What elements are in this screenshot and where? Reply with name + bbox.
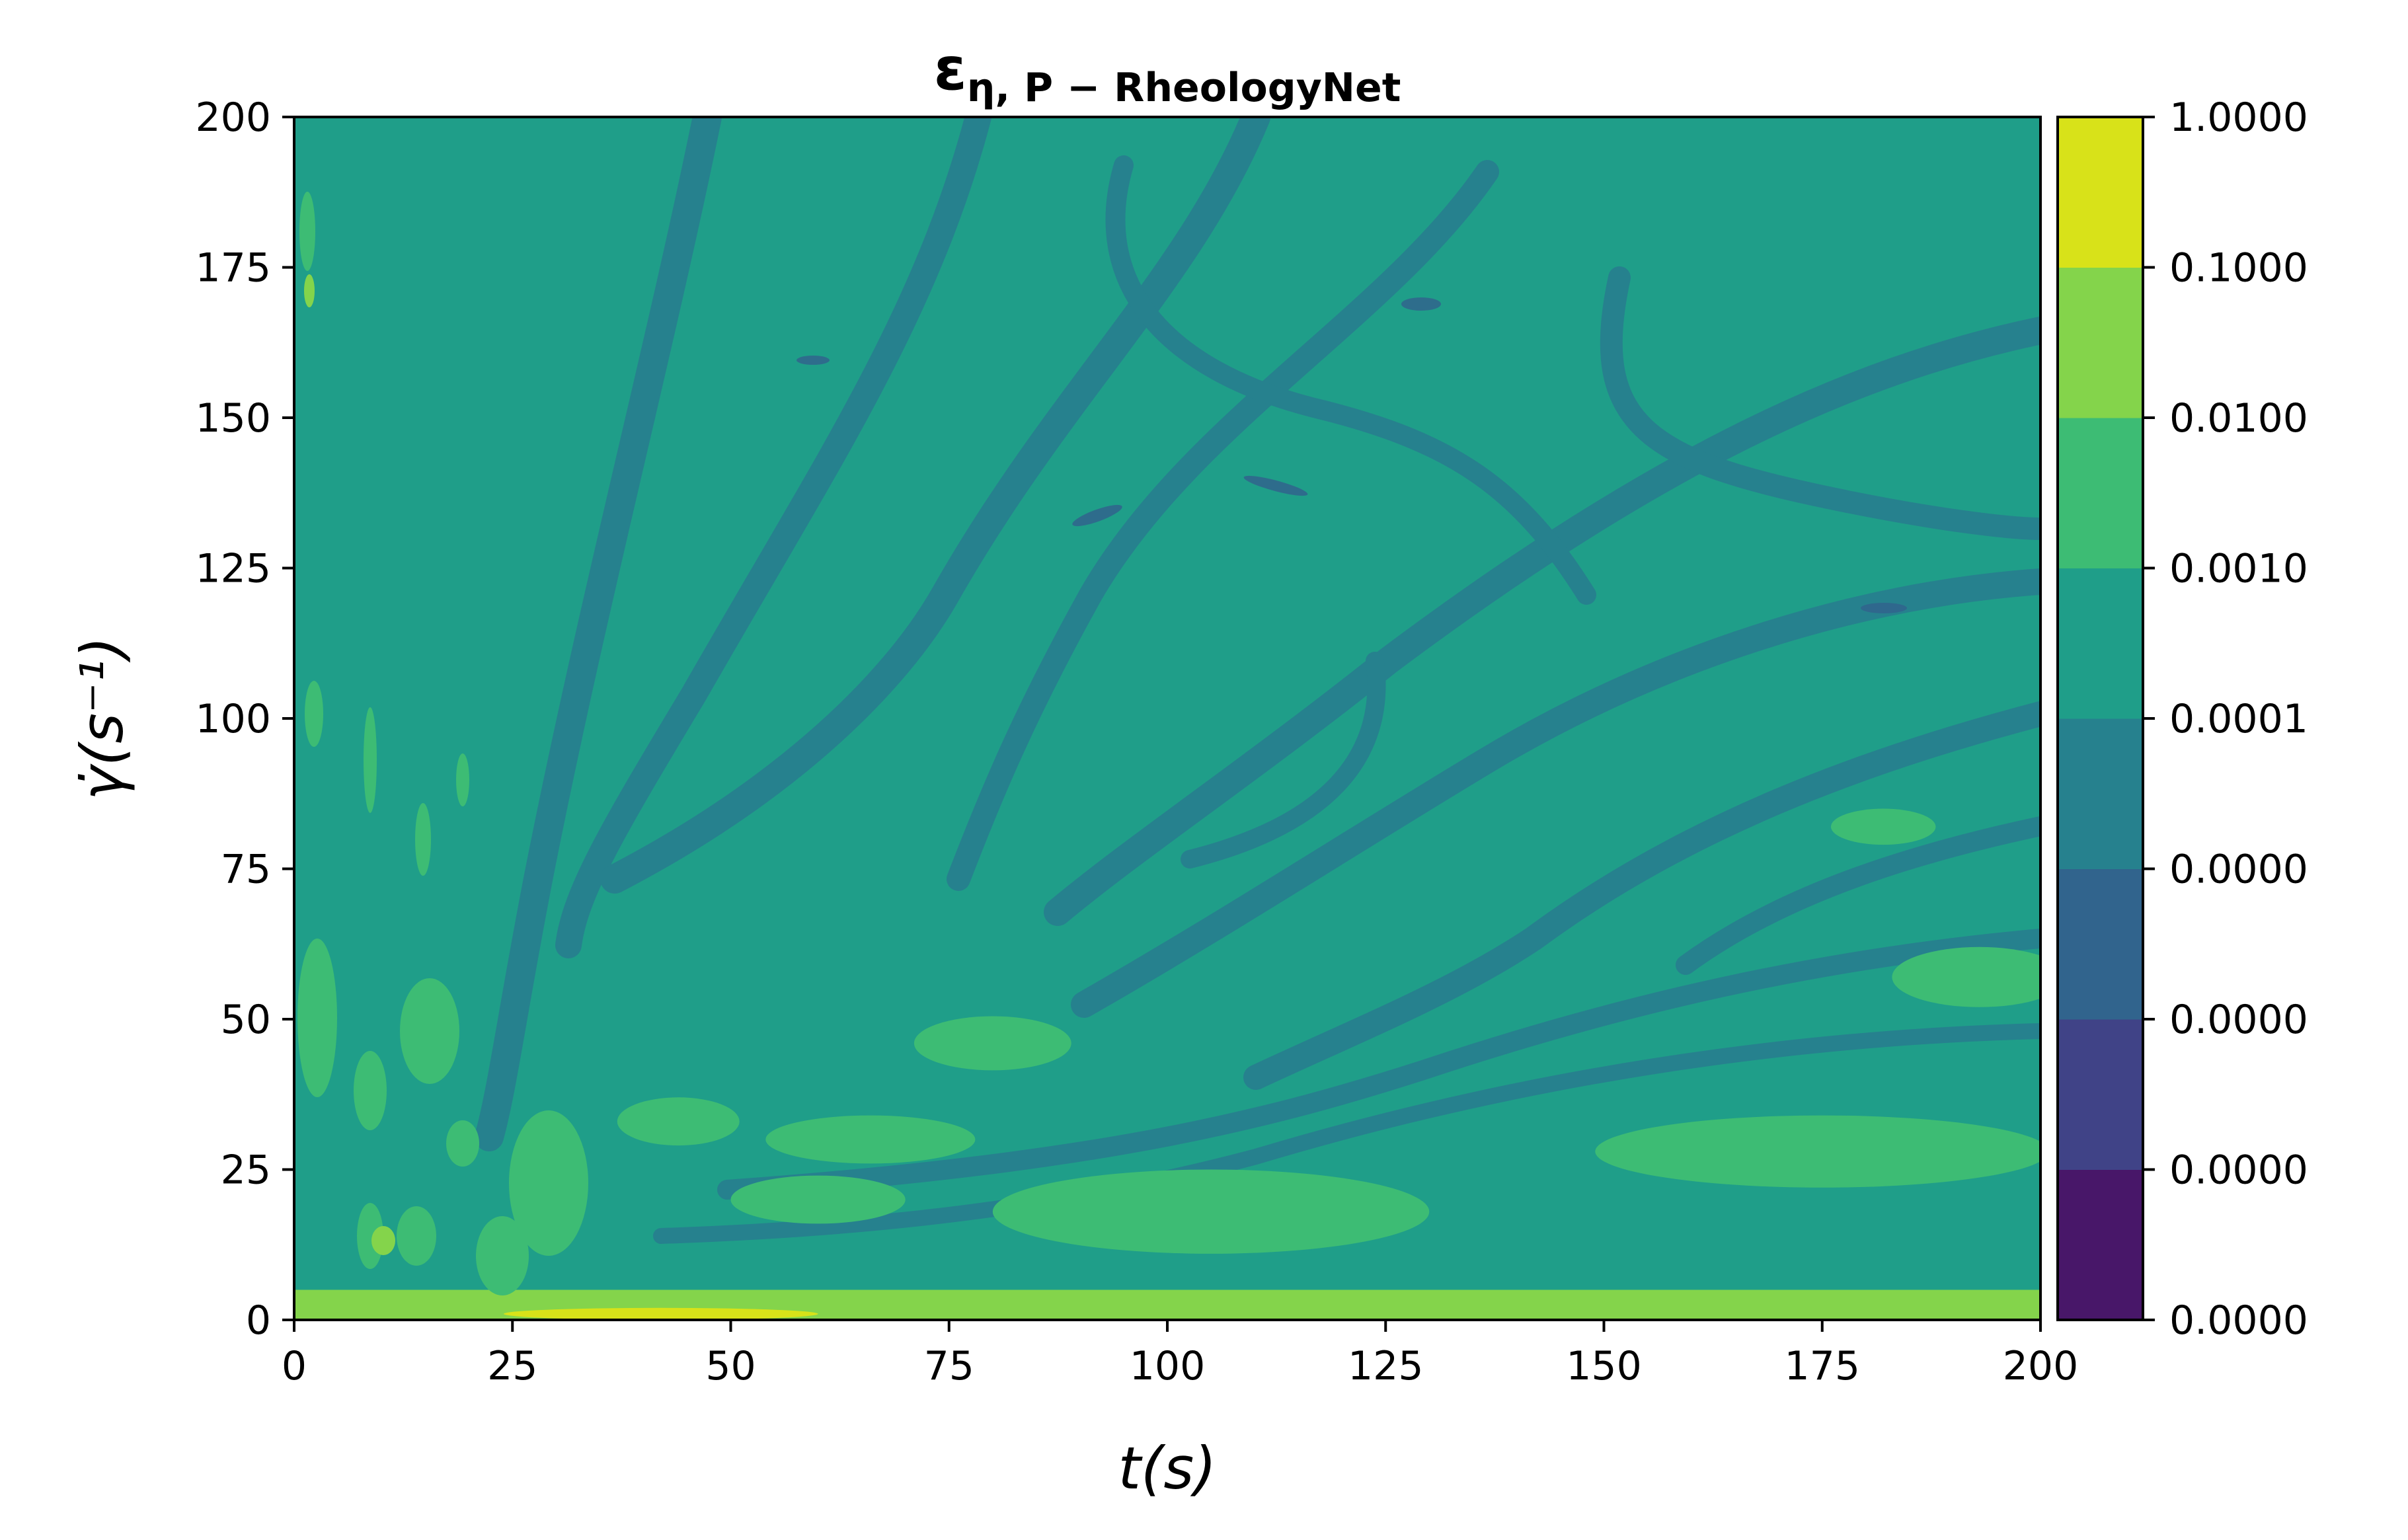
contour-ridge <box>947 160 1499 891</box>
x-axis: 0 25 50 75 100 125 150 175 200 <box>282 1320 2078 1389</box>
contour-ridge <box>1243 701 2040 1090</box>
y-axis-label: γ̇(s⁻¹) <box>68 636 136 800</box>
colorbar-segment <box>2058 718 2143 869</box>
y-tick-label: 75 <box>221 847 271 893</box>
y-tick-label: 0 <box>246 1297 271 1344</box>
contour-blob <box>305 681 323 747</box>
contour-region-8 <box>1830 808 1936 845</box>
contour-patch <box>1243 475 1308 496</box>
colorbar-segment <box>2058 568 2143 719</box>
contour-blob <box>456 753 469 806</box>
contour-ridge <box>653 1023 2040 1244</box>
colorbar-tick-label: 0.0001 <box>2169 696 2308 742</box>
chart-title: εη, P − RheologyNet <box>934 34 1401 111</box>
x-tick-label: 200 <box>2003 1343 2079 1389</box>
contour-patch <box>1072 504 1122 527</box>
contour-blob <box>400 978 459 1084</box>
left-edge-texture <box>297 192 588 1295</box>
contour-blob <box>415 803 431 876</box>
contour-blob <box>297 939 337 1097</box>
x-tick-label: 50 <box>705 1343 756 1389</box>
colorbar-tick-label: 0.0000 <box>2169 847 2308 893</box>
colorbar-segment <box>2058 868 2143 1020</box>
level-regions <box>294 808 2040 1320</box>
x-tick-label: 75 <box>924 1343 974 1389</box>
contour-region-5 <box>730 1175 906 1224</box>
y-axis: 0 25 50 75 100 125 150 175 200 <box>195 95 294 1344</box>
contour-ridge <box>600 117 1270 894</box>
contour-blob <box>446 1120 479 1167</box>
x-axis-label: t(s) <box>1118 1434 1216 1502</box>
x-tick-label: 100 <box>1130 1343 1206 1389</box>
colorbar-tick-label: 0.0000 <box>2169 997 2308 1043</box>
chart-title-subscript: η, P − RheologyNet <box>967 65 1401 111</box>
dark-patches <box>796 297 1907 613</box>
contour-blob <box>509 1110 588 1256</box>
contour-region-6 <box>992 1169 1430 1254</box>
contour-region-3 <box>617 1097 740 1146</box>
colorbar-tick-label: 0.1000 <box>2169 245 2308 291</box>
x-tick-label: 175 <box>1784 1343 1860 1389</box>
y-tick-label: 100 <box>195 696 271 742</box>
contour-blob <box>304 274 315 307</box>
colorbar-tick-label: 0.0100 <box>2169 395 2308 442</box>
colorbar-segment <box>2058 418 2143 568</box>
contour-blob <box>354 1051 387 1130</box>
contour-ridge <box>1600 266 2040 540</box>
plot-area <box>294 117 2040 1320</box>
x-tick-label: 25 <box>487 1343 537 1389</box>
colorbar-tick-label: 0.0000 <box>2169 1147 2308 1194</box>
colorbar-segment <box>2058 267 2143 418</box>
y-tick-label: 50 <box>221 997 271 1043</box>
contour-ridge <box>1676 816 2040 975</box>
colorbar-segment <box>2058 117 2143 268</box>
colorbar-tick-label: 0.0000 <box>2169 1297 2308 1344</box>
ridge-lines <box>475 117 2040 1244</box>
contour-patch <box>1401 297 1441 311</box>
contour-patch <box>796 356 830 365</box>
contour-ridge <box>1105 155 1596 605</box>
contour-region-1 <box>504 1307 818 1320</box>
chart-title-main: ε <box>934 34 967 104</box>
y-tick-label: 200 <box>195 95 271 141</box>
contour-ridge <box>717 929 2040 1200</box>
contour-blob <box>371 1226 395 1255</box>
contour-blob <box>476 1216 529 1295</box>
colorbar-tick-label: 1.0000 <box>2169 95 2308 141</box>
contour-ridge <box>475 117 722 1151</box>
x-tick-label: 0 <box>282 1343 307 1389</box>
y-tick-label: 175 <box>195 245 271 291</box>
contour-blob <box>364 707 377 813</box>
contour-ridge <box>1181 652 1386 868</box>
contour-region-2 <box>913 1016 1071 1071</box>
y-tick-label: 125 <box>195 546 271 592</box>
contour-region-9 <box>1892 946 2040 1007</box>
contour-ridge <box>1044 317 2040 926</box>
contour-blob <box>299 192 315 271</box>
x-tick-label: 150 <box>1566 1343 1642 1389</box>
contour-ridge <box>555 117 991 958</box>
left-edge-highlights <box>304 274 395 1255</box>
x-tick-label: 125 <box>1348 1343 1424 1389</box>
colorbar-segment <box>2058 1169 2143 1321</box>
contour-region-7 <box>1595 1115 2040 1188</box>
contour-blob <box>397 1206 436 1266</box>
colorbar-segment <box>2058 1019 2143 1170</box>
contour-region-4 <box>765 1115 976 1164</box>
y-tick-label: 150 <box>195 395 271 442</box>
contour-patch <box>1861 603 1907 613</box>
colorbar-tick-label: 0.0010 <box>2169 546 2308 592</box>
y-tick-label: 25 <box>221 1147 271 1194</box>
colorbar: 0.0000 0.0000 0.0000 0.0000 0.0001 0.0010 0.01… <box>2056 95 2308 1344</box>
